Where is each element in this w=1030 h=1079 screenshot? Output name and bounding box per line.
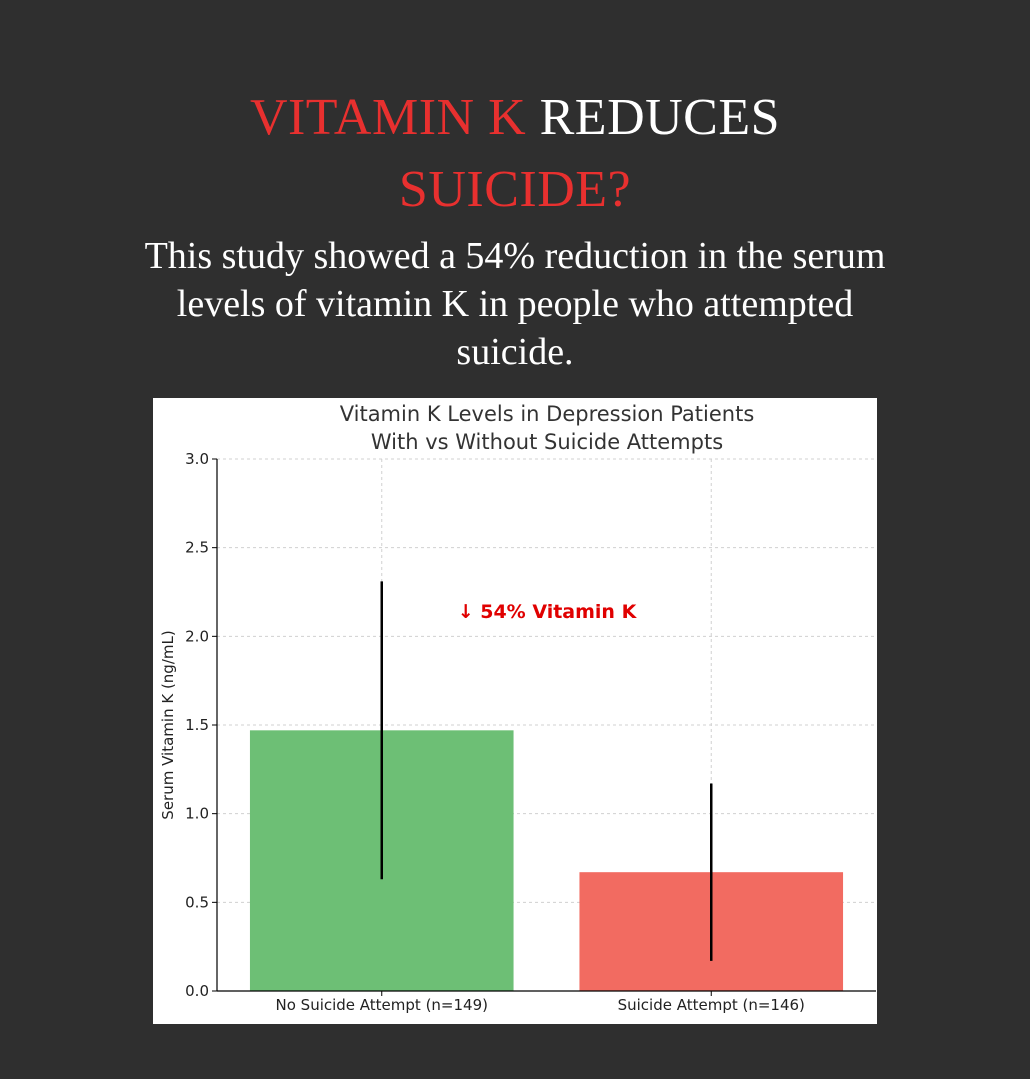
- axes: [212, 458, 876, 996]
- chart-title-line: Vitamin K Levels in Depression Patients: [340, 402, 755, 426]
- bars: [249, 730, 844, 991]
- y-tick-label: 0.5: [185, 893, 209, 911]
- y-tick-label: 3.0: [185, 450, 209, 468]
- headline-vitamin-k: VITAMIN K: [249, 89, 527, 146]
- y-tick-label: 1.0: [185, 805, 209, 823]
- bar-chart: 0.0 0.5 1.0 1.5 2.0 2.5 3.0 No Suicide Attempt …: [159, 402, 876, 1014]
- y-axis-label: Serum Vitamin K (ng/mL): [159, 630, 177, 819]
- y-tick-label: 1.5: [185, 716, 209, 734]
- y-tick-label: 2.5: [185, 539, 209, 557]
- headline-suicide: SUICIDE?: [398, 161, 632, 218]
- y-tick-label: 2.0: [185, 627, 209, 645]
- error-bars: [380, 581, 713, 961]
- chart-card: 0.0 0.5 1.0 1.5 2.0 2.5 3.0 No Suicide Attempt …: [153, 398, 877, 1024]
- y-tick-label: 0.0: [185, 982, 209, 1000]
- headline-reduces: REDUCES: [539, 89, 781, 146]
- labels: 0.0 0.5 1.0 1.5 2.0 2.5 3.0 No Suicide Attempt …: [159, 402, 805, 1014]
- headline: VITAMIN K REDUCES SUICIDE?: [0, 82, 1030, 226]
- x-tick-label: No Suicide Attempt (n=149): [276, 996, 488, 1014]
- x-tick-label: Suicide Attempt (n=146): [618, 996, 805, 1014]
- headline-line-1: VITAMIN K REDUCES: [0, 82, 1030, 154]
- reduction-annotation: ↓ 54% Vitamin K: [458, 601, 638, 623]
- chart-title-line: With vs Without Suicide Attempts: [371, 430, 723, 454]
- subtitle: This study showed a 54% reduction in the…: [144, 235, 886, 373]
- headline-line-2: SUICIDE?: [0, 154, 1030, 226]
